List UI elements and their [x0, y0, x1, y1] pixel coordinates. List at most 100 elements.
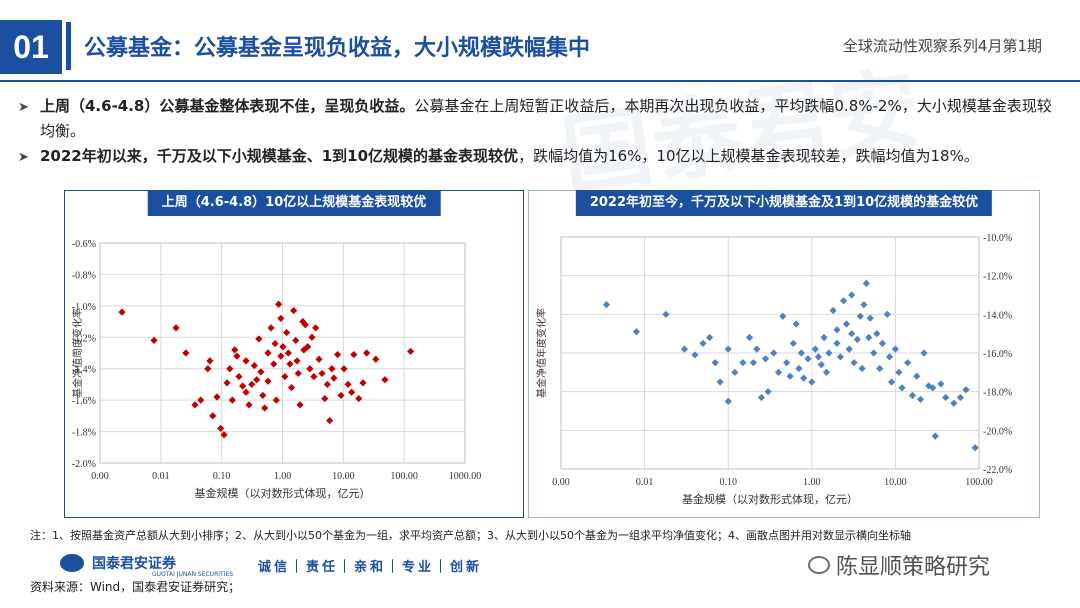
- x-tick-label: 100.00: [390, 471, 418, 482]
- data-point: [895, 368, 903, 376]
- ytd-scatter-chart: -10.0% -12.0% -14.0% -16.0% -18.0% -20.0% -22.…: [535, 233, 1012, 506]
- data-point: [330, 374, 338, 382]
- data-point: [242, 357, 250, 365]
- data-point: [217, 424, 225, 433]
- data-point: [797, 349, 805, 357]
- data-point: [308, 333, 316, 341]
- y-tick-label: -1.6%: [72, 396, 96, 407]
- data-point: [817, 361, 825, 369]
- data-point: [290, 306, 298, 315]
- data-point: [811, 345, 819, 353]
- data-point: [363, 349, 371, 357]
- data-point: [372, 355, 380, 363]
- x-tick-label: 0.01: [636, 477, 654, 488]
- data-point: [908, 391, 917, 400]
- data-point: [887, 378, 896, 386]
- y-tick-label: -0.8%: [72, 270, 96, 281]
- logo-text: 国泰君安证券: [92, 556, 176, 572]
- data-point: [206, 357, 214, 365]
- x-axis-title: 基金规模（以对数形式体现，亿元）: [682, 492, 858, 506]
- data-point: [904, 359, 912, 367]
- y-tick-label: -16.0%: [983, 349, 1012, 360]
- section-number-badge: 01: [0, 20, 62, 74]
- data-point: [931, 432, 939, 440]
- data-point: [277, 352, 285, 360]
- data-point: [971, 444, 979, 452]
- data-point: [337, 391, 345, 400]
- data-point: [691, 351, 699, 359]
- bullet-item: ➤ 2022年初以来，千万及以下小规模基金、1到10亿规模的基金表现较优，跌幅均…: [18, 144, 1062, 170]
- data-point: [381, 376, 389, 384]
- data-point: [761, 355, 770, 363]
- data-point: [680, 345, 689, 353]
- y-tick-label: -12.0%: [983, 272, 1012, 283]
- data-point: [287, 383, 296, 392]
- data-point: [248, 380, 256, 389]
- data-point: [172, 324, 180, 332]
- data-point: [739, 359, 747, 367]
- data-point: [275, 300, 283, 308]
- data-point: [340, 365, 348, 373]
- data-point: [820, 333, 828, 342]
- data-point: [950, 399, 958, 407]
- data-point: [318, 369, 326, 378]
- data-point: [239, 382, 247, 390]
- data-point: [264, 377, 272, 385]
- logo-emblem-icon: [60, 554, 84, 572]
- data-point: [716, 378, 724, 386]
- data-point: [814, 353, 823, 361]
- data-point: [242, 388, 250, 396]
- data-point: [231, 346, 239, 354]
- data-point: [602, 301, 611, 309]
- y-tick-label: -20.0%: [983, 426, 1012, 437]
- data-point: [286, 360, 294, 368]
- data-point: [845, 345, 853, 353]
- y-tick-label: -1.0%: [72, 302, 96, 313]
- y-tick-label: -22.0%: [983, 465, 1012, 476]
- data-point: [272, 396, 280, 404]
- data-point: [220, 431, 228, 439]
- x-tick-label: 0.00: [552, 477, 570, 488]
- data-point: [942, 393, 950, 402]
- data-point: [259, 391, 267, 400]
- data-point: [853, 335, 861, 344]
- summary-bullets: ➤ 上周（4.6-4.8）公募基金整体表现不佳，呈现负收益。公募基金在上周短暂正…: [18, 94, 1062, 170]
- data-point: [920, 349, 928, 357]
- x-tick-label: 10.00: [884, 477, 907, 488]
- data-point: [191, 401, 199, 409]
- company-logo: 国泰君安证券 GUOTAI JUNAN SECURITIES: [60, 553, 233, 578]
- data-point: [326, 416, 334, 425]
- footnote: 注：1、按照基金资产总额从大到小排序；2、从大到小以50个基金为一组，求平均资产…: [30, 529, 911, 542]
- data-point: [296, 401, 304, 409]
- y-axis-title: 基金净值年度变化率: [535, 308, 548, 398]
- data-point: [865, 333, 873, 342]
- y-tick-label: -10.0%: [983, 233, 1012, 244]
- header-accent-bar: [66, 22, 71, 70]
- data-point: [833, 339, 841, 347]
- x-tick-label: 0.10: [213, 471, 231, 482]
- data-point: [271, 339, 279, 348]
- data-point: [749, 359, 757, 367]
- company-motto: 诚信｜责任｜亲和｜专业｜创新: [258, 560, 483, 575]
- data-point: [182, 349, 190, 357]
- x-tick-label: 1000.00: [449, 471, 482, 482]
- data-point: [783, 359, 791, 367]
- data-point: [779, 312, 787, 320]
- x-tick-label: 10.00: [332, 471, 355, 482]
- data-point: [292, 336, 300, 345]
- data-point: [699, 339, 707, 347]
- data-point: [898, 384, 906, 392]
- data-point: [916, 395, 925, 403]
- data-point: [839, 297, 848, 305]
- data-point: [856, 312, 864, 320]
- data-point: [228, 396, 236, 404]
- data-point: [267, 324, 275, 332]
- x-axis-title: 基金规模（以对数形式体现，亿元）: [195, 486, 371, 500]
- data-point: [764, 388, 772, 396]
- weekly-chart-panel: -0.6% -0.8% -1.0% -1.2% -1.4% -1.6% -1.8% -2.0%…: [64, 190, 524, 518]
- data-point: [264, 349, 272, 357]
- data-point: [873, 330, 881, 338]
- data-point: [250, 361, 258, 370]
- data-point: [842, 320, 851, 328]
- data-point: [255, 335, 263, 343]
